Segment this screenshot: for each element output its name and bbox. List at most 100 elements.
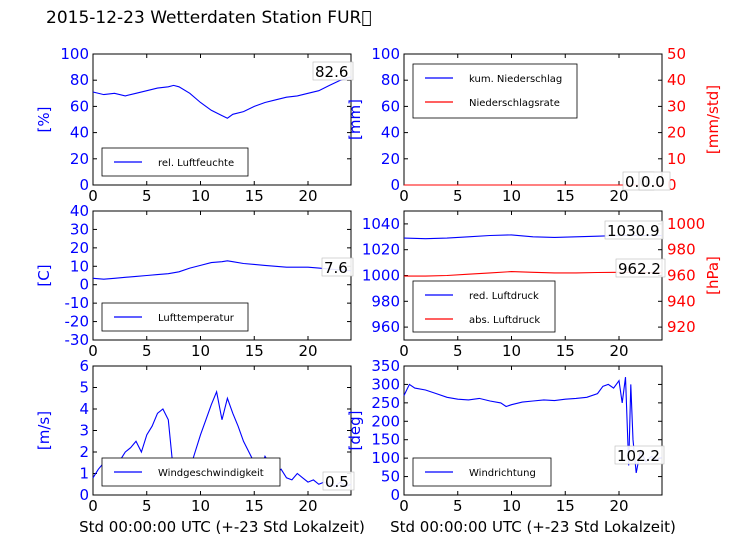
x-tick-label: 15 (245, 497, 264, 515)
y-axis-label: [m/s] (35, 411, 53, 450)
x-tick-label: 0 (399, 187, 409, 205)
y-tick-label: 6 (79, 357, 89, 375)
x-tick-label: 20 (609, 187, 628, 205)
y-tick-label: 20 (381, 150, 400, 168)
x-tick-label: 0 (88, 497, 98, 515)
x-tick-label: 15 (556, 497, 575, 515)
wind-speed-panel: 0 5 10 15 20 0 1 2 3 4 5 6 [m/s] Windgeschwindigkeit 0… (35, 357, 355, 515)
y-tick-label: 0 (79, 276, 89, 294)
y-tick-label: 3 (79, 422, 89, 440)
plot-frame (403, 365, 663, 496)
y-tick-label: 1 (79, 465, 89, 483)
value-annotation: 102.2 (617, 447, 660, 465)
pressure-panel: 0 5 10 15 20 960 980 1000 1020 1040 920 940 960 980 10… (362, 210, 722, 360)
x-tick-label: 0 (88, 187, 98, 205)
x-tick-label: 5 (142, 342, 152, 360)
y-tick-label: 200 (371, 412, 400, 430)
y-tick-label: 80 (381, 71, 400, 89)
y-axis-label: [mm] (346, 99, 364, 140)
x-tick-label: 10 (502, 497, 521, 515)
y-tick-label: 40 (70, 124, 89, 142)
y2-tick-label: 940 (667, 292, 696, 310)
y-tick-label: 1020 (362, 241, 400, 259)
y2-tick-label: 1000 (667, 215, 705, 233)
legend-entry: rel. Luftfeuchte (158, 158, 234, 169)
y-tick-label: 960 (371, 318, 400, 336)
x-tick-label: 20 (609, 342, 628, 360)
y2-tick-label: 0 (667, 176, 677, 194)
value-annotation: 0.0 (641, 173, 665, 191)
y-tick-label: -10 (65, 294, 90, 312)
legend-box (412, 63, 578, 119)
x-tick-label: 10 (502, 187, 521, 205)
y-axis-label: [C] (35, 264, 53, 286)
value-annotation-box (638, 171, 671, 191)
y-tick-label: 40 (381, 124, 400, 142)
y-axis-label: [deg] (346, 411, 364, 451)
y-tick-label: -30 (65, 331, 90, 349)
wind-direction-panel: 0 5 10 15 20050100150200250300350[deg]Windri… (346, 357, 665, 515)
y-tick-label: 100 (60, 45, 89, 63)
y2-tick-label: 30 (667, 97, 686, 115)
y-tick-label: 0 (79, 486, 89, 504)
value-annotation: 1030.9 (607, 222, 660, 240)
plot-frame (92, 53, 352, 186)
y2-tick-label: 960 (667, 267, 696, 285)
y-tick-label: 20 (70, 150, 89, 168)
x-tick-label: 15 (245, 187, 264, 205)
y-tick-label: 40 (70, 202, 89, 220)
x-tick-label: 20 (298, 497, 317, 515)
y2-tick-label: 980 (667, 241, 696, 259)
y-tick-label: -20 (65, 313, 90, 331)
legend-entry: Lufttemperatur (158, 313, 235, 324)
x-tick-label: 15 (556, 342, 575, 360)
x-tick-label: 5 (142, 187, 152, 205)
y-tick-label: 300 (371, 375, 400, 393)
y-tick-label: 80 (70, 71, 89, 89)
y-tick-label: 100 (371, 449, 400, 467)
legend-entry: kum. Niederschlag (469, 74, 562, 85)
y-tick-label: 150 (371, 431, 400, 449)
y-tick-label: 30 (70, 220, 89, 238)
y-tick-label: 0 (79, 176, 89, 194)
value-annotation-box (604, 220, 664, 240)
value-annotation-box (615, 258, 666, 278)
x-tick-label: 10 (191, 497, 210, 515)
x-tick-label: 15 (556, 187, 575, 205)
y-tick-label: 50 (381, 468, 400, 486)
x-tick-label: 15 (245, 342, 264, 360)
y-tick-label: 1000 (362, 267, 400, 285)
x-tick-label: 5 (453, 497, 463, 515)
x-tick-label: 5 (453, 342, 463, 360)
y-tick-label: 980 (371, 292, 400, 310)
legend-box (412, 280, 556, 333)
y-tick-label: 4 (79, 400, 89, 418)
y-axis-label: [%] (35, 107, 53, 133)
y-tick-label: 0 (390, 486, 400, 504)
legend-entry: Windgeschwindigkeit (158, 468, 264, 479)
x-axis-label-right: Std 00:00:00 UTC (+-23 Std Lokalzeit) (390, 518, 676, 536)
y2-tick-label: 10 (667, 150, 686, 168)
series-line-windrichtung (403, 377, 663, 474)
legend-entry: Niederschlagsrate (469, 98, 560, 109)
x-tick-label: 0 (399, 497, 409, 515)
x-tick-label: 5 (142, 497, 152, 515)
x-axis-label-left: Std 00:00:00 UTC (+-23 Std Lokalzeit) (79, 518, 365, 536)
x-tick-label: 20 (298, 342, 317, 360)
x-tick-label: 10 (191, 187, 210, 205)
y-tick-label: 60 (381, 97, 400, 115)
x-tick-label: 10 (502, 342, 521, 360)
y-tick-label: 60 (70, 97, 89, 115)
y-tick-label: 250 (371, 394, 400, 412)
series-line-rel-luftfeuchte (92, 76, 352, 119)
value-annotation-box (312, 61, 354, 81)
y-tick-label: 10 (70, 257, 89, 275)
x-tick-label: 10 (191, 342, 210, 360)
y2-tick-label: 920 (667, 318, 696, 336)
series-line-windgeschwindigkeit (92, 389, 352, 488)
x-tick-label: 20 (298, 187, 317, 205)
y-tick-label: 20 (70, 239, 89, 257)
y2-tick-label: 40 (667, 71, 686, 89)
legend-entry: red. Luftdruck (469, 291, 539, 302)
